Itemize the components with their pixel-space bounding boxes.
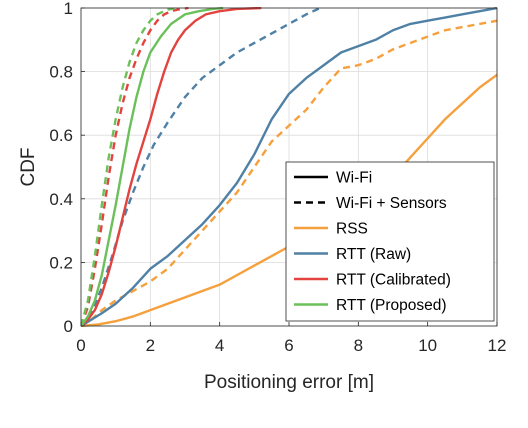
series-line-rtt-calibrated-wifi [81, 7, 262, 327]
x-tick-label: 4 [215, 336, 224, 355]
series-line-rtt-raw-wifi [81, 7, 497, 327]
series-line-rtt-proposed-wifi [81, 7, 224, 327]
legend-label: RSS [336, 221, 368, 238]
x-tick-label: 10 [418, 336, 437, 355]
x-axis-title: Positioning error [m] [204, 372, 374, 393]
x-tick-label: 0 [76, 336, 85, 355]
legend: Wi-Fi Wi-Fi + Sensors RSS RTT (Raw) RTT (Cal… [285, 161, 495, 322]
y-tick-label: 0.6 [49, 126, 73, 145]
y-tick-label: 1 [64, 0, 73, 18]
legend-label: Wi-Fi + Sensors [336, 195, 447, 212]
x-tick-label: 8 [354, 336, 363, 355]
series-line-rtt-proposed-wifi-sensors [81, 7, 179, 327]
y-tick-label: 0.4 [49, 190, 73, 209]
y-tick-label: 0 [64, 317, 73, 336]
x-tick-label: 2 [146, 336, 155, 355]
y-axis-title: CDF [18, 147, 39, 186]
y-tick-label: 0.2 [49, 253, 73, 272]
y-tick-label: 0.8 [49, 63, 73, 82]
legend-label: Wi-Fi [336, 170, 372, 187]
legend-box [285, 161, 495, 322]
legend-label: RTT (Calibrated) [336, 272, 451, 289]
series-line-rtt-calibrated-wifi-sensors [81, 7, 189, 327]
x-tick-label: 12 [488, 336, 507, 355]
series-line-rss-wifi-sensors [81, 19, 497, 327]
x-tick-label: 6 [284, 336, 293, 355]
legend-label: RTT (Raw) [336, 246, 411, 263]
legend-label: RTT (Proposed) [336, 297, 447, 314]
series-line-rtt-raw-wifi-sensors [81, 7, 321, 327]
axis-ticks: 0 2 4 6 8 10 12 0 0.2 0.4 0.6 0.8 1 [49, 0, 506, 355]
